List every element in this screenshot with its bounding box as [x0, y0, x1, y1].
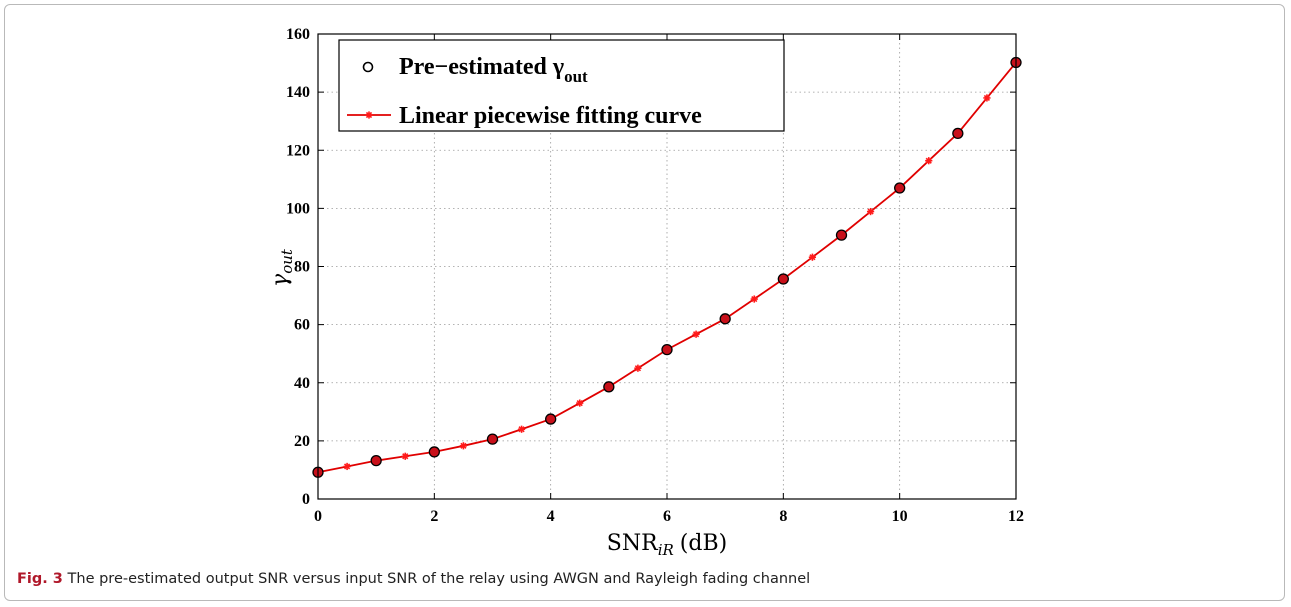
y-axis-label: γout: [268, 248, 296, 287]
legend-label-pre-estimated: Pre−estimated γout: [399, 54, 588, 86]
fit-point-marker: [983, 94, 991, 102]
fit-point-marker: [459, 442, 468, 450]
y-axis-label-sub: out: [278, 248, 296, 274]
y-tick-label: 40: [294, 375, 310, 392]
legend-marker-asterisk: [365, 111, 373, 119]
legend-label-fitting-curve: Linear piecewise fitting curve: [399, 103, 702, 129]
figure-caption: Fig. 3 The pre-estimated output SNR vers…: [17, 571, 810, 587]
y-tick-label: 140: [286, 84, 310, 101]
pre-estimated-point: [486, 433, 499, 445]
caption-label: Fig. 3: [17, 571, 63, 587]
x-axis-label-unit: (dB): [680, 531, 727, 556]
pre-estimated-point: [894, 182, 906, 194]
legend: Pre−estimated γout Linear piecewise fitt…: [338, 39, 785, 132]
x-tick-label: 12: [1008, 508, 1024, 525]
pre-estimated-point: [661, 343, 673, 356]
y-tick-label: 20: [294, 433, 310, 450]
x-axis-label: SNRiR (dB): [607, 531, 727, 559]
x-tick-label: 8: [779, 508, 787, 525]
legend-marker-circle: [362, 61, 374, 73]
pre-estimated-point: [719, 313, 731, 325]
y-tick-label: 0: [302, 491, 310, 508]
figure-frame: [4, 4, 1285, 601]
x-tick-label: 0: [314, 508, 322, 525]
y-tick-label: 120: [286, 142, 310, 159]
legend-label-sub: out: [564, 67, 588, 86]
fit-point-marker: [576, 399, 584, 407]
x-axis-label-sub: iR: [658, 541, 674, 559]
pre-estimated-point: [370, 454, 382, 467]
pre-estimated-point: [603, 381, 615, 393]
fit-point-marker: [343, 462, 351, 471]
fit-point-marker: [866, 207, 875, 216]
legend-asterisk-glyph: [365, 111, 373, 119]
fit-point-marker: [517, 425, 526, 433]
pre-estimated-point: [777, 273, 789, 285]
fit-point-marker: [925, 157, 933, 165]
pre-estimated-point: [428, 446, 440, 458]
fit-point-marker: [692, 330, 700, 338]
x-tick-label: 2: [430, 508, 438, 525]
pre-estimated-point: [545, 413, 557, 425]
fit-point-marker: [808, 253, 817, 261]
markers-layer: [312, 56, 1022, 478]
y-tick-label: 100: [286, 200, 310, 217]
x-tick-label: 4: [547, 508, 555, 525]
x-tick-label: 10: [892, 508, 908, 525]
pre-estimated-point: [952, 127, 964, 140]
svg-text:γout: γout: [268, 248, 296, 287]
pre-estimated-point: [835, 229, 848, 241]
fit-point-marker: [634, 364, 642, 372]
fit-point-marker: [750, 295, 758, 303]
legend-box: [338, 39, 785, 132]
y-tick-label: 60: [294, 317, 310, 334]
x-tick-label: 6: [663, 508, 671, 525]
caption-text: The pre-estimated output SNR versus inpu…: [62, 571, 811, 587]
fit-point-marker: [401, 452, 409, 460]
y-tick-label: 160: [286, 26, 310, 43]
y-tick-label: 80: [294, 259, 310, 276]
